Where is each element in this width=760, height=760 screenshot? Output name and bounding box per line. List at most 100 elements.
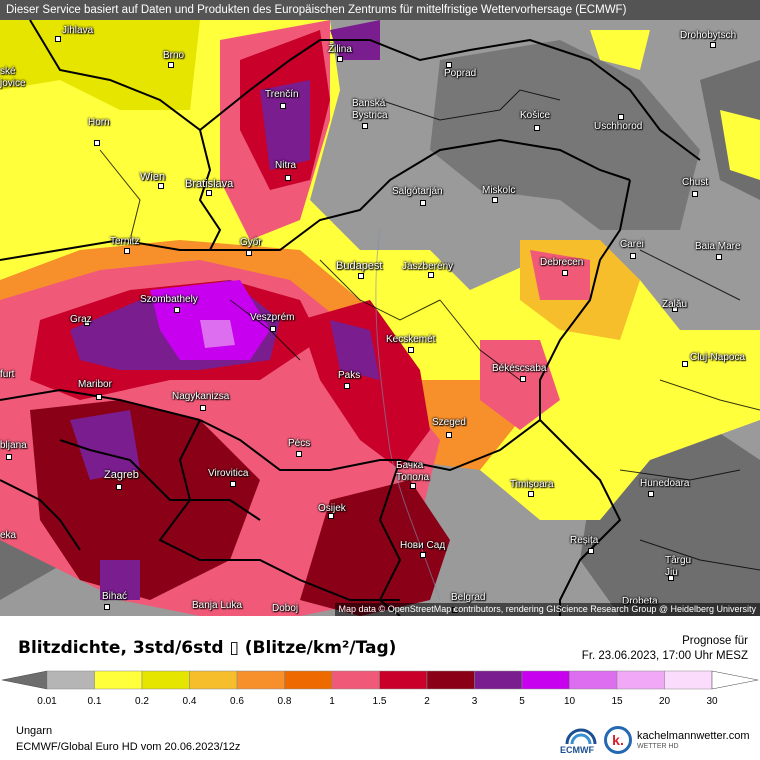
legend-title-text: Blitzdichte, 3std/6std <box>18 638 224 658</box>
city-dot <box>528 491 534 497</box>
city-label-poprad: Poprad <box>444 68 477 79</box>
city-label-szombathely: Szombathely <box>140 294 198 305</box>
city-label-ljubljana: bljana <box>0 440 27 451</box>
city-label-carei: Carei <box>620 239 644 250</box>
scale-tick-label: 0.1 <box>87 696 102 707</box>
city-label-backa-topola: Бачка Топола <box>396 460 430 483</box>
city-label-targu-jiu: Târgu Jiu <box>665 555 692 578</box>
city-label-hunedoara: Hunedoara <box>640 478 690 489</box>
city-dot <box>588 548 594 554</box>
city-dot <box>618 114 624 120</box>
city-dot <box>428 272 434 278</box>
scale-tick-label: 0.4 <box>182 696 197 707</box>
city-dot <box>200 405 206 411</box>
city-dot <box>174 307 180 313</box>
color-scale-ticks: 0.01 0.1 0.2 0.4 0.6 0.8 1 1.5 2 3 5 10 15 20 30 <box>0 696 760 710</box>
scale-tick-label: 3 <box>471 696 478 707</box>
city-label-banska-bystrica: Banská Bystrica <box>352 98 388 121</box>
scale-tick-label: 10 <box>563 696 576 707</box>
scale-swatch <box>426 670 475 690</box>
city-label-graz: Graz <box>70 314 92 325</box>
city-label-timisoara: Timișoara <box>510 479 554 490</box>
city-label-banja-luka: Banja Luka <box>192 600 243 611</box>
scale-arrow-low <box>1 670 48 690</box>
scale-swatch <box>189 670 238 690</box>
scale-tick-label: 1 <box>329 696 335 707</box>
city-dot <box>710 42 716 48</box>
city-label-rijeka: eka <box>0 530 17 541</box>
city-dot <box>344 383 350 389</box>
city-label-baia-mare: Baia Mare <box>695 241 741 252</box>
city-label-drohobytsch: Drohobytsch <box>680 30 737 41</box>
city-dot <box>692 191 698 197</box>
scale-tick-label: 15 <box>611 696 623 707</box>
city-label-bekescsaba: Békéscsaba <box>492 363 547 374</box>
city-label-ternitz: Ternitz <box>110 236 140 247</box>
kachelmann-brand-link[interactable]: kachelmannwetter.com <box>637 730 750 742</box>
scale-tick-label: 0.2 <box>135 696 149 707</box>
scale-swatch <box>569 670 618 690</box>
city-label-zagreb: Zagreb <box>104 469 139 481</box>
city-label-zilina: Žilina <box>328 44 352 55</box>
scale-swatch <box>379 670 428 690</box>
scale-tick-label: 5 <box>519 696 525 707</box>
scale-swatch <box>521 670 570 690</box>
city-label-wien: Wien <box>140 171 166 183</box>
city-dot <box>682 361 688 367</box>
color-scale-bar <box>1 670 759 690</box>
kachelmann-logo-icon[interactable]: k. <box>604 726 632 754</box>
scale-swatch <box>141 670 190 690</box>
city-label-osijek: Osijek <box>318 503 346 514</box>
city-dot <box>94 140 100 146</box>
city-label-horn: Horn <box>88 117 110 128</box>
city-dot <box>630 253 636 259</box>
city-dot <box>116 484 122 490</box>
scale-swatch <box>331 670 380 690</box>
city-dot <box>328 513 334 519</box>
city-label-ceske-budejovice: ské jovice <box>0 66 26 89</box>
forecast-label: Prognose für <box>682 635 748 647</box>
city-dot <box>716 254 722 260</box>
lightning-density-map: Dieser Service basiert auf Daten und Pro… <box>0 0 760 616</box>
scale-arrow-high <box>711 670 759 690</box>
city-label-doboj: Doboj <box>272 603 299 614</box>
legend-glyph: ▯ <box>229 638 239 658</box>
city-dot <box>420 552 426 558</box>
city-dot <box>446 432 452 438</box>
forecast-time: Fr. 23.06.2023, 17:00 Uhr MESZ <box>581 650 748 662</box>
city-label-budapest: Budapest <box>336 260 383 272</box>
city-label-gyor: Győr <box>240 237 262 248</box>
ecmwf-logo-text: ECMWF <box>560 745 594 755</box>
scale-swatch <box>46 670 95 690</box>
city-label-trencin: Trenčín <box>265 89 299 100</box>
city-label-chust: Chust <box>682 177 709 188</box>
city-label-kecskemet: Kecskemét <box>386 334 436 345</box>
city-label-drobeta: Drobeta <box>622 596 658 607</box>
city-label-jihlava: Jihlava <box>62 25 94 36</box>
city-label-zalau: Zalău <box>662 299 688 310</box>
city-dot <box>672 306 678 312</box>
city-label-bihac: Bihać <box>102 591 128 602</box>
city-label-klagenfurt: furt <box>0 369 15 380</box>
city-dot <box>562 270 568 276</box>
city-label-miskolc: Miskolc <box>482 185 516 196</box>
scale-tick-label: 1.5 <box>372 696 387 707</box>
city-label-paks: Paks <box>338 370 361 381</box>
city-label-salgotarjan: Salgótarján <box>392 186 443 197</box>
map-attribution: Map data © OpenStreetMap contributors, r… <box>334 603 760 616</box>
city-dot <box>296 451 302 457</box>
scale-swatch <box>94 670 143 690</box>
map-canvas <box>0 19 760 616</box>
city-label-novi-sad: Нови Сад <box>400 540 446 551</box>
ecmwf-logo-icon <box>565 728 597 745</box>
city-label-kosice: Košice <box>520 110 551 121</box>
city-dot <box>280 103 286 109</box>
city-label-debrecen: Debrecen <box>540 257 584 268</box>
city-dot <box>534 125 540 131</box>
scale-tick-label: 0.8 <box>277 696 292 707</box>
city-dot <box>55 36 61 42</box>
city-label-resita: Reșița <box>570 535 599 546</box>
scale-tick-label: 30 <box>706 696 718 707</box>
city-dot <box>96 394 102 400</box>
city-label-bratislava: Bratislava <box>185 178 234 190</box>
